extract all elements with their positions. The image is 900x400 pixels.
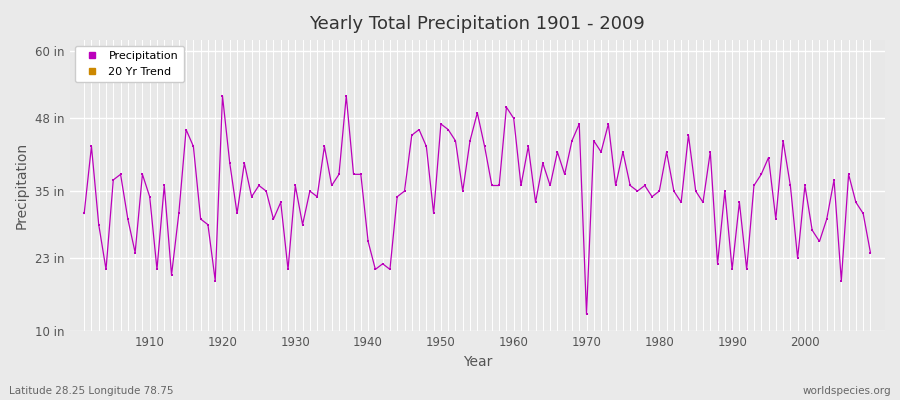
Text: worldspecies.org: worldspecies.org	[803, 386, 891, 396]
Legend: Precipitation, 20 Yr Trend: Precipitation, 20 Yr Trend	[76, 46, 184, 82]
X-axis label: Year: Year	[463, 355, 492, 369]
Text: Latitude 28.25 Longitude 78.75: Latitude 28.25 Longitude 78.75	[9, 386, 174, 396]
Y-axis label: Precipitation: Precipitation	[15, 142, 29, 229]
Title: Yearly Total Precipitation 1901 - 2009: Yearly Total Precipitation 1901 - 2009	[310, 15, 645, 33]
